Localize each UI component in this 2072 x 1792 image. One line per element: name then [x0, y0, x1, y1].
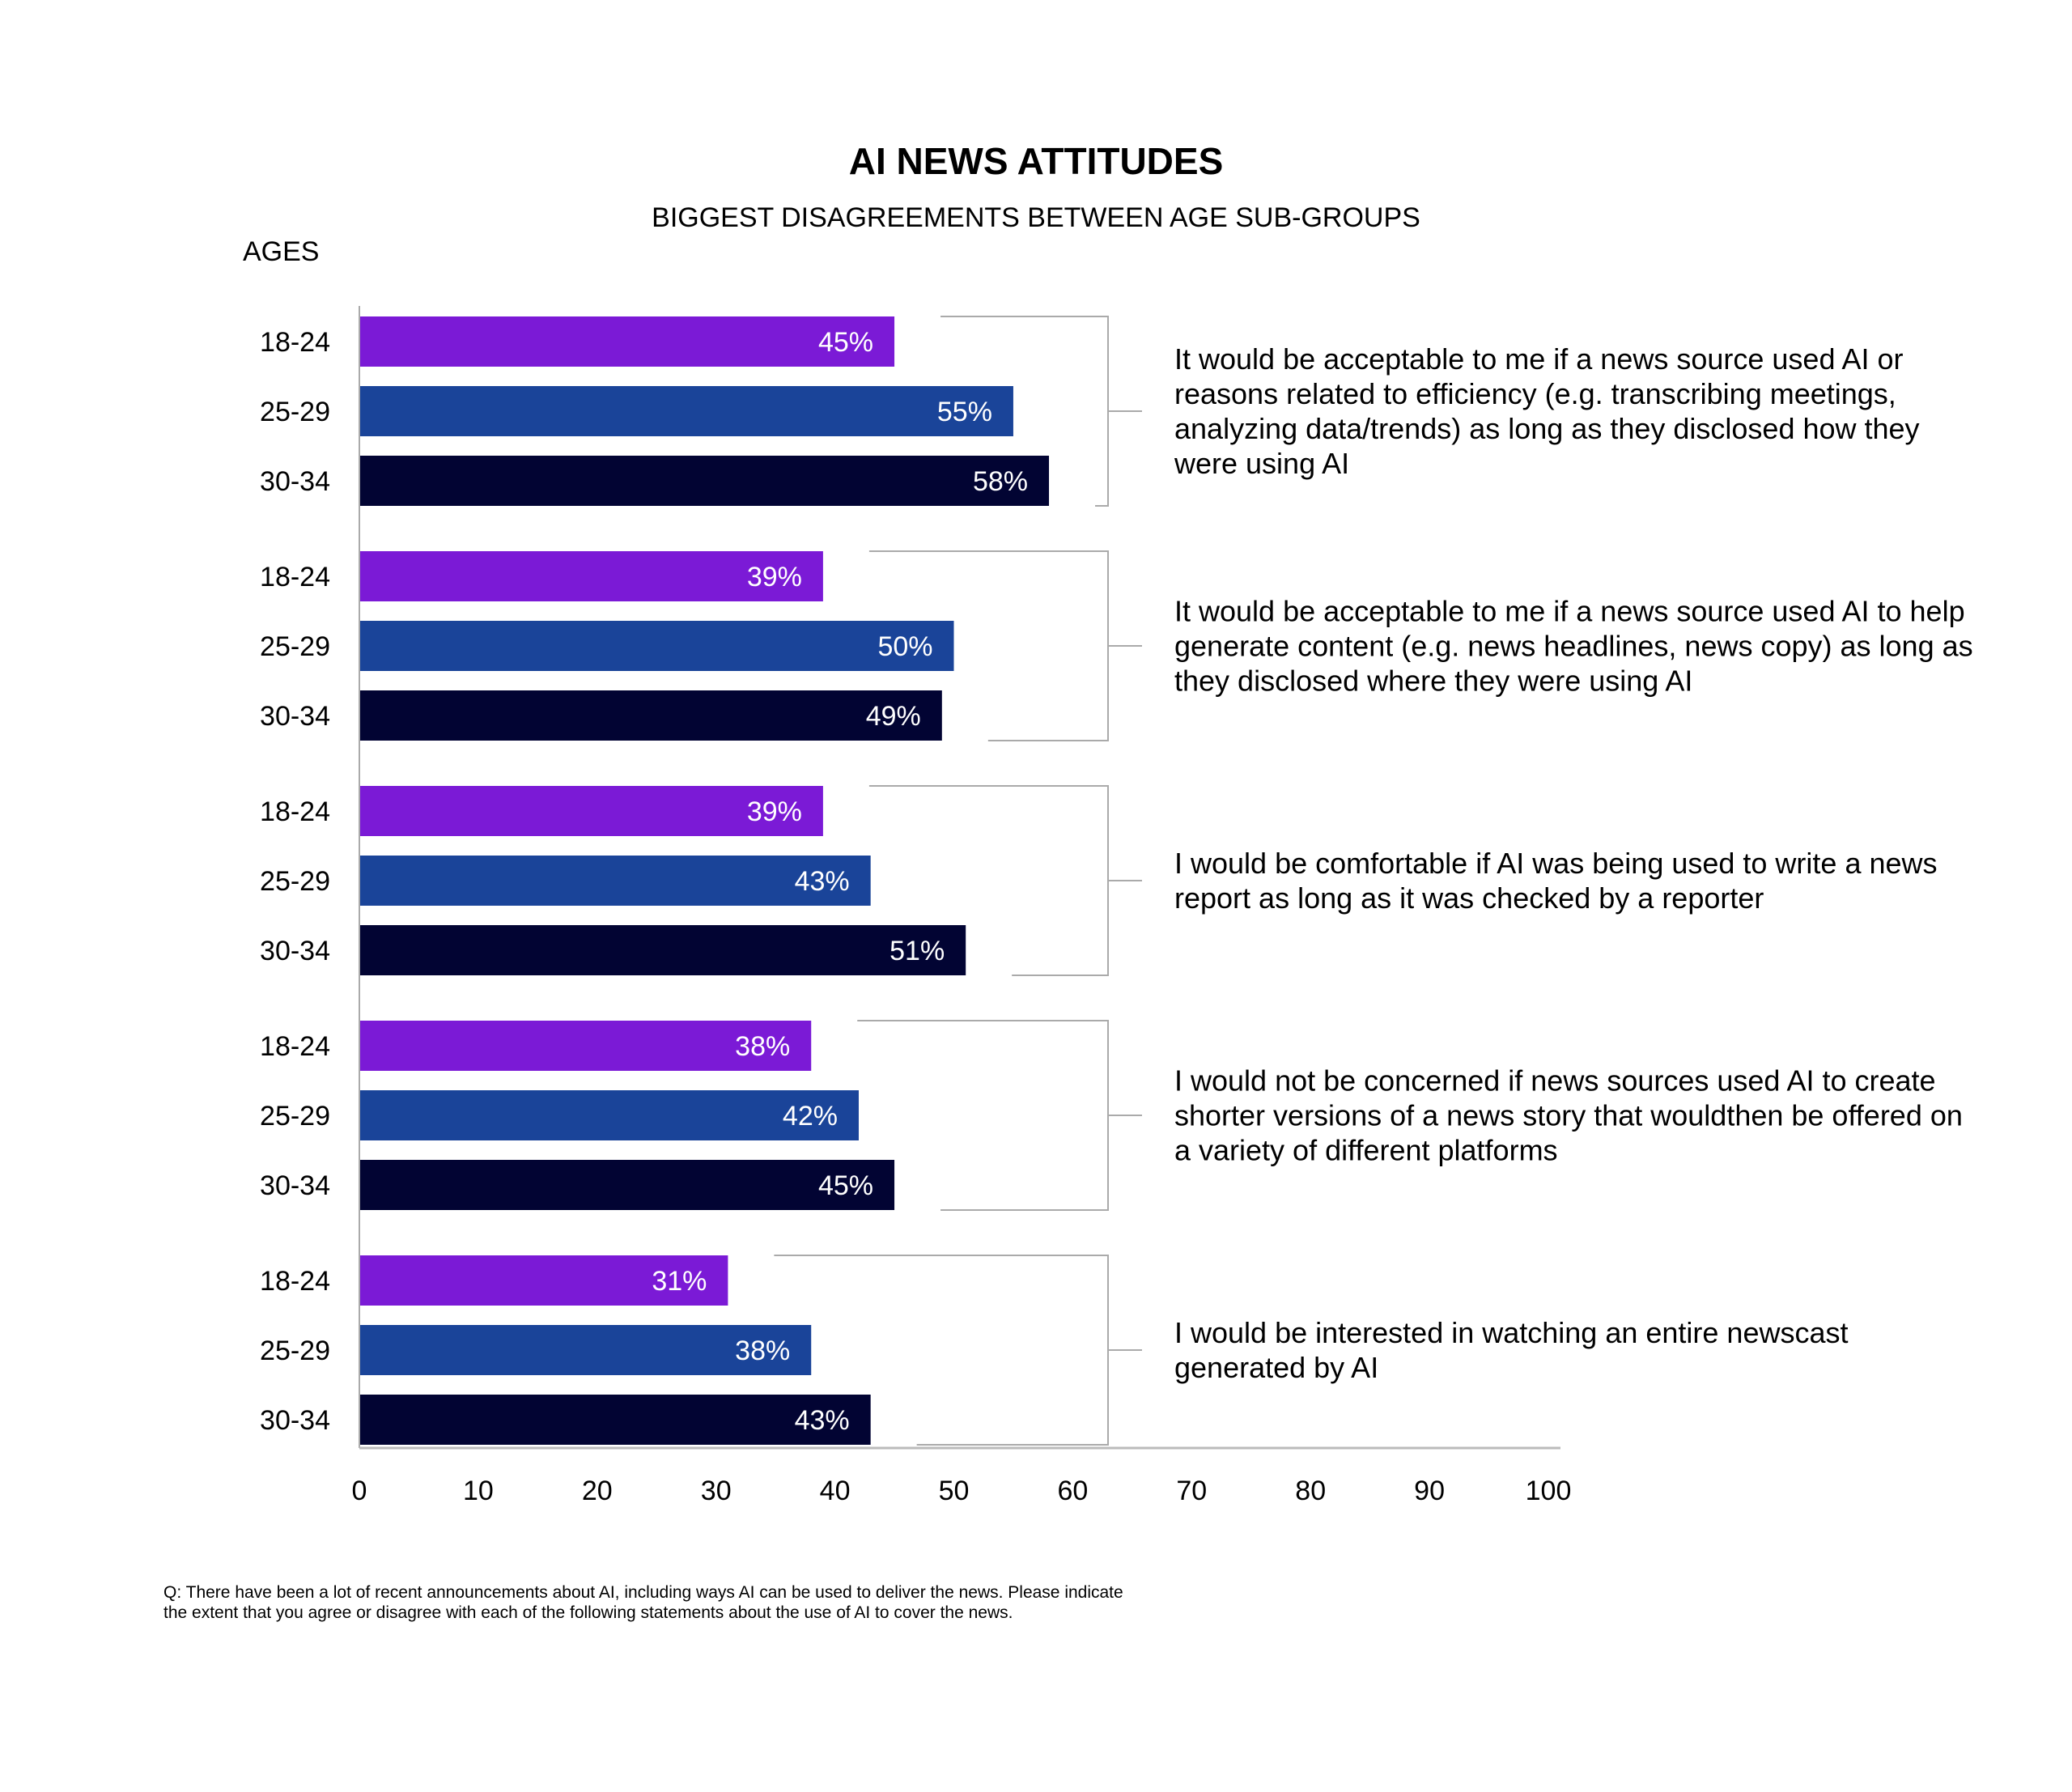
bar-value-label: 49%	[866, 701, 921, 732]
age-label: 18-24	[260, 1031, 330, 1062]
group-bracket	[857, 1020, 1109, 1211]
statement-label: I would not be concerned if news sources…	[1174, 1064, 1963, 1167]
footnote: Q: There have been a lot of recent annou…	[163, 1583, 1123, 1622]
x-tick-label: 100	[1526, 1476, 1572, 1506]
x-tick-label: 30	[701, 1476, 732, 1506]
x-tick-label: 50	[939, 1476, 970, 1506]
age-label: 25-29	[260, 631, 330, 662]
bar	[360, 1090, 859, 1140]
age-label: 25-29	[260, 1336, 330, 1366]
bar	[360, 1160, 895, 1210]
bar-value-label: 39%	[747, 796, 802, 827]
chart-subtitle: BIGGEST DISAGREEMENTS BETWEEN AGE SUB-GR…	[652, 202, 1420, 233]
bar	[360, 1325, 812, 1375]
x-tick-label: 10	[463, 1476, 494, 1506]
x-tick-label: 40	[820, 1476, 851, 1506]
chart-title: AI NEWS ATTITUDES	[848, 140, 1224, 182]
age-label: 18-24	[260, 327, 330, 358]
bar	[360, 1255, 728, 1306]
x-tick-label: 60	[1057, 1476, 1088, 1506]
age-label: 30-34	[260, 1170, 330, 1201]
bar-value-label: 43%	[795, 1405, 850, 1436]
bar-value-label: 58%	[973, 466, 1028, 497]
bar	[360, 786, 823, 836]
statement-label: I would be interested in watching an ent…	[1174, 1316, 1849, 1384]
bar-value-label: 31%	[652, 1266, 707, 1297]
y-axis-label: AGES	[243, 236, 320, 267]
bar	[360, 1021, 812, 1071]
bar	[360, 386, 1013, 436]
bar	[360, 316, 895, 367]
bar-value-label: 43%	[795, 866, 850, 897]
bar	[360, 690, 942, 741]
bar	[360, 456, 1050, 506]
bar-value-label: 38%	[735, 1031, 790, 1062]
statement-label: It would be acceptable to me if a news s…	[1174, 342, 1920, 480]
bar-value-label: 38%	[735, 1336, 790, 1366]
age-label: 18-24	[260, 796, 330, 827]
age-label: 30-34	[260, 466, 330, 497]
age-label: 18-24	[260, 562, 330, 592]
age-label: 18-24	[260, 1266, 330, 1297]
age-label: 25-29	[260, 397, 330, 427]
age-label: 30-34	[260, 1405, 330, 1436]
bar	[360, 856, 871, 906]
bar-value-label: 45%	[818, 327, 873, 358]
x-tick-label: 20	[582, 1476, 613, 1506]
age-label: 30-34	[260, 701, 330, 732]
x-tick-label: 80	[1295, 1476, 1326, 1506]
age-label: 25-29	[260, 1101, 330, 1132]
x-tick-label: 70	[1176, 1476, 1207, 1506]
statement-label: I would be comfortable if AI was being u…	[1174, 847, 1938, 915]
bar-value-label: 42%	[783, 1101, 838, 1132]
age-label: 30-34	[260, 936, 330, 966]
bar-value-label: 50%	[877, 631, 932, 662]
x-tick-label: 90	[1414, 1476, 1445, 1506]
bar	[360, 621, 954, 671]
x-tick-label: 0	[352, 1476, 367, 1506]
bar	[360, 1395, 871, 1445]
statement-label: It would be acceptable to me if a news s…	[1174, 594, 1973, 698]
bar-value-label: 45%	[818, 1170, 873, 1201]
age-label: 25-29	[260, 866, 330, 897]
bar-value-label: 55%	[937, 397, 992, 427]
bar	[360, 925, 966, 975]
bar	[360, 551, 823, 601]
bar-value-label: 39%	[747, 562, 802, 592]
bar-value-label: 51%	[890, 936, 945, 966]
